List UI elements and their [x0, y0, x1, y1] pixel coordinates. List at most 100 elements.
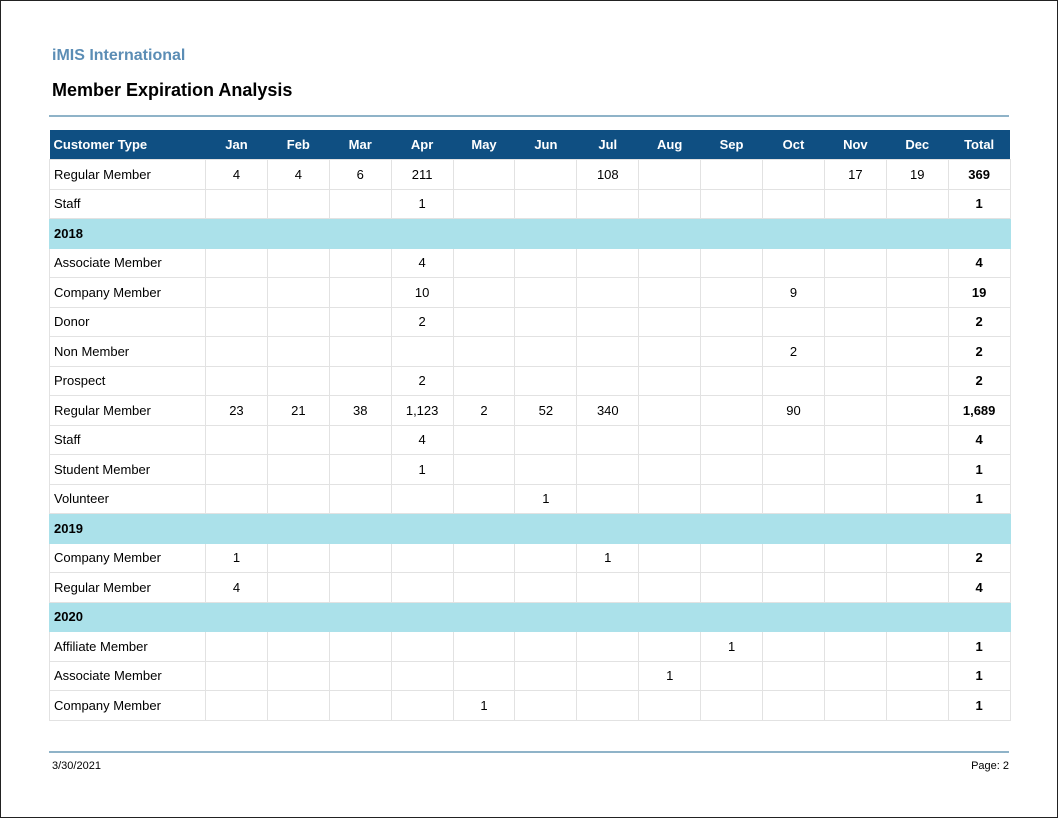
month-cell: [638, 395, 702, 426]
total-cell: 4: [947, 572, 1011, 603]
month-cell: [514, 336, 578, 367]
month-cell: [452, 424, 516, 455]
month-cell: [762, 690, 825, 721]
month-cell: [638, 336, 702, 367]
month-cell: [514, 306, 578, 337]
month-cell: [514, 424, 578, 455]
column-header: Total: [948, 130, 1011, 160]
month-cell: [452, 247, 516, 278]
month-cell: 9: [762, 277, 825, 308]
month-cell: [205, 306, 268, 337]
column-header: Sep: [700, 130, 763, 160]
month-cell: [576, 572, 640, 603]
month-cell: [266, 277, 330, 308]
month-cell: [638, 454, 702, 485]
month-cell: [452, 483, 516, 514]
customer-type-cell: Company Member: [49, 542, 206, 573]
month-cell: [885, 660, 949, 691]
column-header: Dec: [886, 130, 949, 160]
table-header-row: Customer Type Jan Feb Mar Apr May Jun Jul Aug Sep…: [49, 130, 1011, 160]
report-title: Member Expiration Analysis: [52, 80, 293, 100]
month-cell: [576, 660, 640, 691]
total-cell: 1,689: [947, 395, 1011, 426]
month-cell: [452, 631, 516, 662]
month-cell: 340: [576, 395, 640, 426]
month-cell: [205, 424, 268, 455]
month-cell: [452, 306, 516, 337]
column-header: Aug: [638, 130, 701, 160]
column-header: Apr: [391, 130, 454, 160]
month-cell: [205, 365, 268, 396]
month-cell: [823, 395, 887, 426]
month-cell: [823, 483, 887, 514]
month-cell: [700, 306, 764, 337]
month-cell: [885, 277, 949, 308]
month-cell: [700, 365, 764, 396]
month-cell: [266, 454, 330, 485]
table-row: Student Member 1 1: [49, 454, 1011, 485]
month-cell: 4: [205, 572, 268, 603]
month-cell: [452, 660, 516, 691]
month-cell: [514, 542, 578, 573]
month-cell: [576, 188, 640, 219]
table-row: Associate Member 1 1: [49, 660, 1011, 691]
column-header: Jan: [205, 130, 268, 160]
month-cell: [885, 690, 949, 721]
month-cell: [266, 660, 330, 691]
month-cell: [823, 660, 887, 691]
table-row: Regular Member 4 4: [49, 572, 1011, 603]
month-cell: [638, 483, 702, 514]
column-header: Mar: [329, 130, 392, 160]
month-cell: [762, 188, 825, 219]
month-cell: [700, 159, 764, 190]
month-cell: 17: [823, 159, 887, 190]
total-cell: 1: [947, 660, 1011, 691]
month-cell: [885, 188, 949, 219]
table-row: Company Member 1 1 2: [49, 542, 1011, 573]
month-cell: [700, 660, 764, 691]
table-row: Company Member 1 1: [49, 690, 1011, 721]
month-cell: [700, 188, 764, 219]
month-cell: [700, 542, 764, 573]
customer-type-cell: Company Member: [49, 277, 206, 308]
month-cell: [205, 336, 268, 367]
month-cell: [700, 483, 764, 514]
month-cell: [576, 336, 640, 367]
month-cell: [885, 454, 949, 485]
customer-type-cell: Donor: [49, 306, 206, 337]
month-cell: 90: [762, 395, 825, 426]
month-cell: [328, 277, 392, 308]
month-cell: [328, 247, 392, 278]
month-cell: [390, 631, 454, 662]
total-cell: 369: [947, 159, 1011, 190]
month-cell: [205, 188, 268, 219]
month-cell: [266, 306, 330, 337]
month-cell: 1: [700, 631, 764, 662]
organization-name: iMIS International: [52, 47, 186, 64]
month-cell: [762, 454, 825, 485]
month-cell: [266, 572, 330, 603]
total-cell: 2: [947, 306, 1011, 337]
month-cell: [762, 365, 825, 396]
month-cell: [762, 542, 825, 573]
month-cell: [762, 631, 825, 662]
month-cell: 38: [328, 395, 392, 426]
month-cell: [885, 306, 949, 337]
customer-type-cell: Regular Member: [49, 395, 206, 426]
month-cell: [452, 336, 516, 367]
footer-divider: [49, 751, 1009, 753]
month-cell: [328, 424, 392, 455]
column-header: Jun: [514, 130, 577, 160]
month-cell: [823, 424, 887, 455]
month-cell: 1: [452, 690, 516, 721]
table-row: Volunteer 1 1: [49, 483, 1011, 514]
month-cell: [266, 188, 330, 219]
customer-type-cell: Student Member: [49, 454, 206, 485]
month-cell: [514, 159, 578, 190]
month-cell: [762, 247, 825, 278]
year-label: 2018: [49, 218, 1011, 249]
month-cell: [205, 483, 268, 514]
total-cell: 2: [947, 365, 1011, 396]
month-cell: [576, 424, 640, 455]
total-cell: 1: [947, 454, 1011, 485]
